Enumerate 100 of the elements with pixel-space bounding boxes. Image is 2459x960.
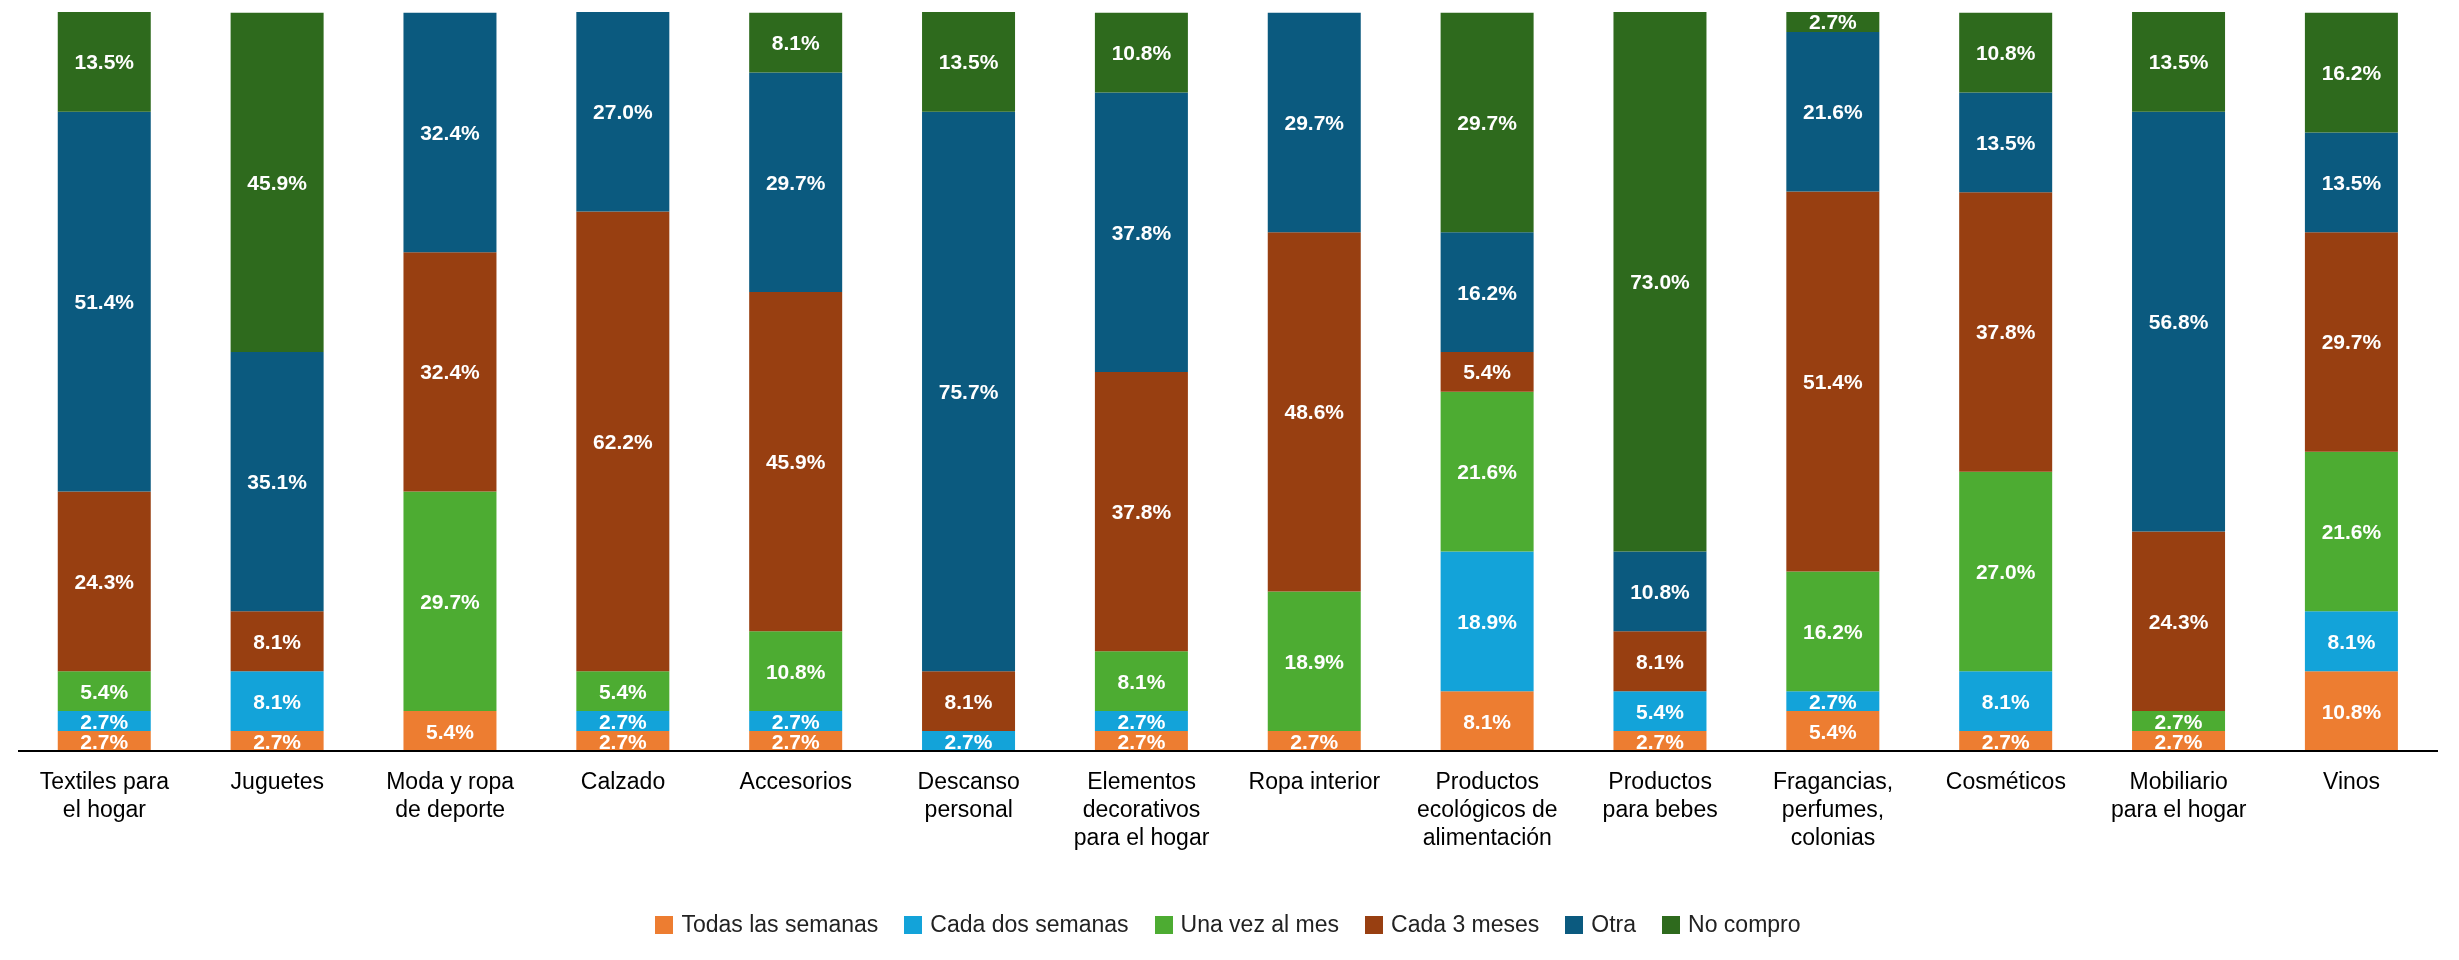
legend-label: Cada dos semanas — [930, 911, 1129, 938]
data-label: 8.1% — [771, 31, 820, 55]
x-tick-label: Productos ecológicos de alimentación — [1416, 768, 1558, 850]
data-label: 29.7% — [765, 170, 826, 194]
bar — [576, 12, 670, 212]
data-label: 51.4% — [1803, 370, 1863, 393]
data-label: 10.8% — [1975, 41, 2036, 65]
data-label: 2.7% — [1981, 729, 2030, 753]
data-label: 13.5% — [1975, 130, 2036, 154]
bar — [749, 292, 843, 632]
bar — [1267, 232, 1361, 592]
bar — [749, 631, 843, 712]
data-label: 27.0% — [1975, 559, 2036, 583]
x-tick-label: Descanso personal — [917, 768, 1020, 822]
data-label: 48.6% — [1284, 400, 1345, 424]
data-label: 10.8% — [1630, 579, 1691, 603]
data-label: 13.5% — [2321, 170, 2382, 194]
bar — [1786, 571, 1880, 692]
bar — [230, 351, 324, 612]
bar — [2132, 531, 2226, 712]
bar — [1440, 691, 1534, 751]
data-label: 21.6% — [2321, 520, 2382, 544]
bar — [1440, 351, 1534, 392]
bar — [2304, 132, 2398, 233]
data-label: 2.7% — [944, 729, 993, 753]
data-label: 21.6% — [1803, 100, 1863, 124]
data-label: 29.7% — [2321, 330, 2382, 354]
data-label: 5.4% — [80, 679, 129, 703]
x-tick-label: Vinos — [2323, 768, 2381, 794]
data-label: 8.1% — [253, 689, 302, 713]
bar — [230, 611, 324, 672]
bar — [403, 252, 497, 492]
data-label: 29.7% — [1284, 110, 1345, 134]
data-label: 29.7% — [1457, 110, 1518, 134]
x-tick-label: Elementos decorativos para el hogar — [1073, 768, 1210, 850]
bar — [576, 671, 670, 712]
bar — [2132, 12, 2226, 112]
bar — [2304, 611, 2398, 672]
data-label: 2.7% — [253, 729, 302, 753]
bar — [403, 12, 497, 253]
bar — [1094, 371, 1188, 652]
data-label: 27.0% — [593, 100, 653, 124]
bar — [1786, 31, 1880, 192]
legend-label: Cada 3 meses — [1391, 911, 1540, 938]
data-label: 5.4% — [1463, 360, 1512, 384]
bar — [749, 72, 843, 293]
data-label: 2.7% — [1290, 729, 1339, 753]
bar — [2304, 671, 2398, 751]
bar — [57, 12, 151, 112]
bar — [576, 211, 670, 672]
data-label: 13.5% — [938, 50, 999, 74]
data-label: 32.4% — [420, 120, 481, 144]
bar — [1094, 651, 1188, 712]
legend-label: Otra — [1591, 911, 1637, 938]
bar — [1786, 191, 1880, 572]
bar — [1959, 192, 2053, 472]
bar — [2132, 111, 2226, 532]
data-label: 8.1% — [2327, 629, 2376, 653]
bar — [230, 12, 324, 352]
data-label: 8.1% — [1981, 689, 2030, 713]
data-label: 21.6% — [1457, 460, 1518, 484]
bar — [1959, 92, 2053, 193]
data-label: 73.0% — [1630, 270, 1691, 294]
data-label: 45.9% — [765, 450, 826, 474]
data-label: 5.4% — [426, 719, 475, 743]
data-label: 8.1% — [253, 629, 302, 653]
data-label: 10.8% — [1111, 41, 1172, 65]
bar — [57, 111, 151, 492]
data-label: 37.8% — [1111, 220, 1172, 244]
x-tick-label: Juguetes — [230, 768, 324, 794]
bar — [403, 491, 497, 712]
data-label: 5.4% — [1636, 699, 1685, 723]
data-label: 8.1% — [1117, 669, 1166, 693]
data-label: 29.7% — [420, 589, 481, 613]
bar — [749, 12, 843, 73]
bar — [1613, 691, 1707, 732]
data-label: 13.5% — [74, 50, 135, 74]
bar — [57, 491, 151, 672]
data-label: 18.9% — [1457, 609, 1518, 633]
bar — [1094, 92, 1188, 372]
data-label: 5.4% — [598, 679, 648, 703]
data-label: 51.4% — [74, 290, 135, 314]
data-label: 32.4% — [420, 360, 481, 384]
data-label: 18.9% — [1284, 649, 1345, 673]
x-tick-label: Fragancias, perfumes, colonias — [1772, 768, 1894, 850]
bar — [1267, 12, 1361, 233]
x-tick-label: Cosméticos — [1945, 768, 2066, 794]
data-label: 2.7% — [1808, 10, 1858, 34]
data-label: 37.8% — [1975, 320, 2036, 344]
data-label: 56.8% — [2148, 310, 2209, 334]
data-label: 62.2% — [593, 429, 653, 453]
data-label: 8.1% — [944, 689, 993, 713]
legend-label: No compro — [1688, 911, 1801, 938]
data-label: 35.1% — [247, 470, 308, 494]
bar — [57, 671, 151, 712]
data-label: 2.7% — [1808, 689, 1858, 713]
x-tick-label: Ropa interior — [1248, 768, 1381, 794]
data-label: 16.2% — [1803, 619, 1863, 643]
data-label: 5.4% — [1808, 719, 1858, 743]
bar — [1959, 12, 2053, 93]
